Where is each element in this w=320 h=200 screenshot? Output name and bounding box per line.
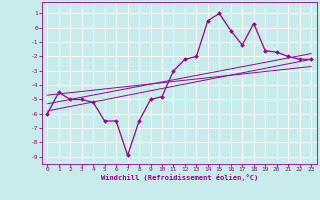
X-axis label: Windchill (Refroidissement éolien,°C): Windchill (Refroidissement éolien,°C) [100,174,258,181]
